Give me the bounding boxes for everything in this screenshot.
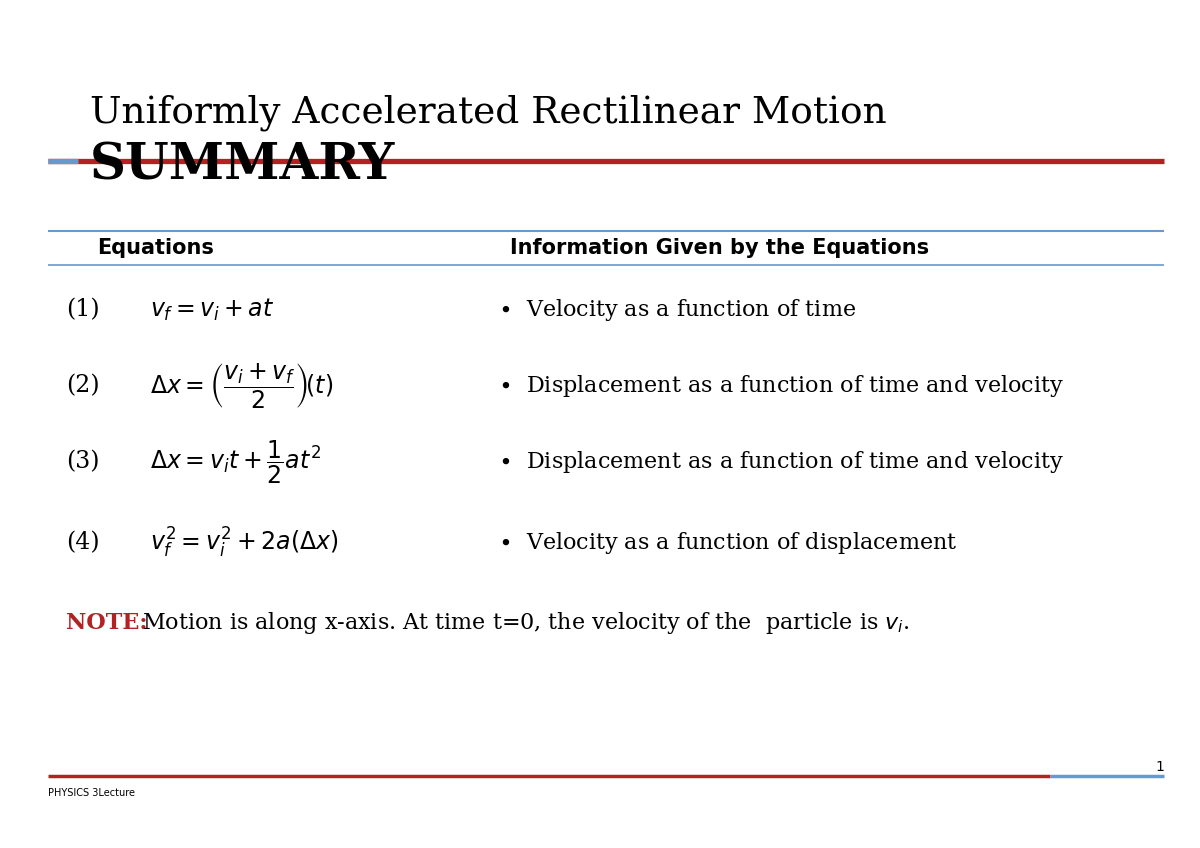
Text: $\bullet$  Displacement as a function of time and velocity: $\bullet$ Displacement as a function of …	[498, 449, 1064, 475]
Text: $\Delta x = \left(\dfrac{v_i + v_f}{2}\right)\!(t)$: $\Delta x = \left(\dfrac{v_i + v_f}{2}\r…	[150, 361, 334, 410]
Text: NOTE:: NOTE:	[66, 612, 148, 634]
Text: Equations: Equations	[97, 237, 215, 258]
Text: Information Given by the Equations: Information Given by the Equations	[510, 237, 930, 258]
Text: (1): (1)	[66, 298, 100, 321]
Text: $\Delta x = v_i t + \dfrac{1}{2}at^2$: $\Delta x = v_i t + \dfrac{1}{2}at^2$	[150, 438, 320, 486]
Text: $\bullet$  Velocity as a function of time: $\bullet$ Velocity as a function of time	[498, 297, 856, 322]
Text: Uniformly Accelerated Rectilinear Motion: Uniformly Accelerated Rectilinear Motion	[90, 95, 887, 131]
Text: $v_f^{2} = v_i^{2} + 2a(\Delta x)$: $v_f^{2} = v_i^{2} + 2a(\Delta x)$	[150, 526, 338, 560]
Text: (3): (3)	[66, 450, 100, 474]
Text: Motion is along x-axis. At time t=0, the velocity of the  particle is $v_i$.: Motion is along x-axis. At time t=0, the…	[142, 611, 910, 636]
Text: $v_{f} = v_{i} + at$: $v_{f} = v_{i} + at$	[150, 297, 275, 322]
Text: SUMMARY: SUMMARY	[90, 142, 395, 191]
Text: PHYSICS 3Lecture: PHYSICS 3Lecture	[48, 788, 134, 798]
Text: (4): (4)	[66, 531, 100, 555]
Text: 1: 1	[1156, 761, 1164, 774]
Text: (2): (2)	[66, 374, 100, 398]
Text: $\bullet$  Velocity as a function of displacement: $\bullet$ Velocity as a function of disp…	[498, 530, 958, 555]
Text: $\bullet$  Displacement as a function of time and velocity: $\bullet$ Displacement as a function of …	[498, 373, 1064, 399]
